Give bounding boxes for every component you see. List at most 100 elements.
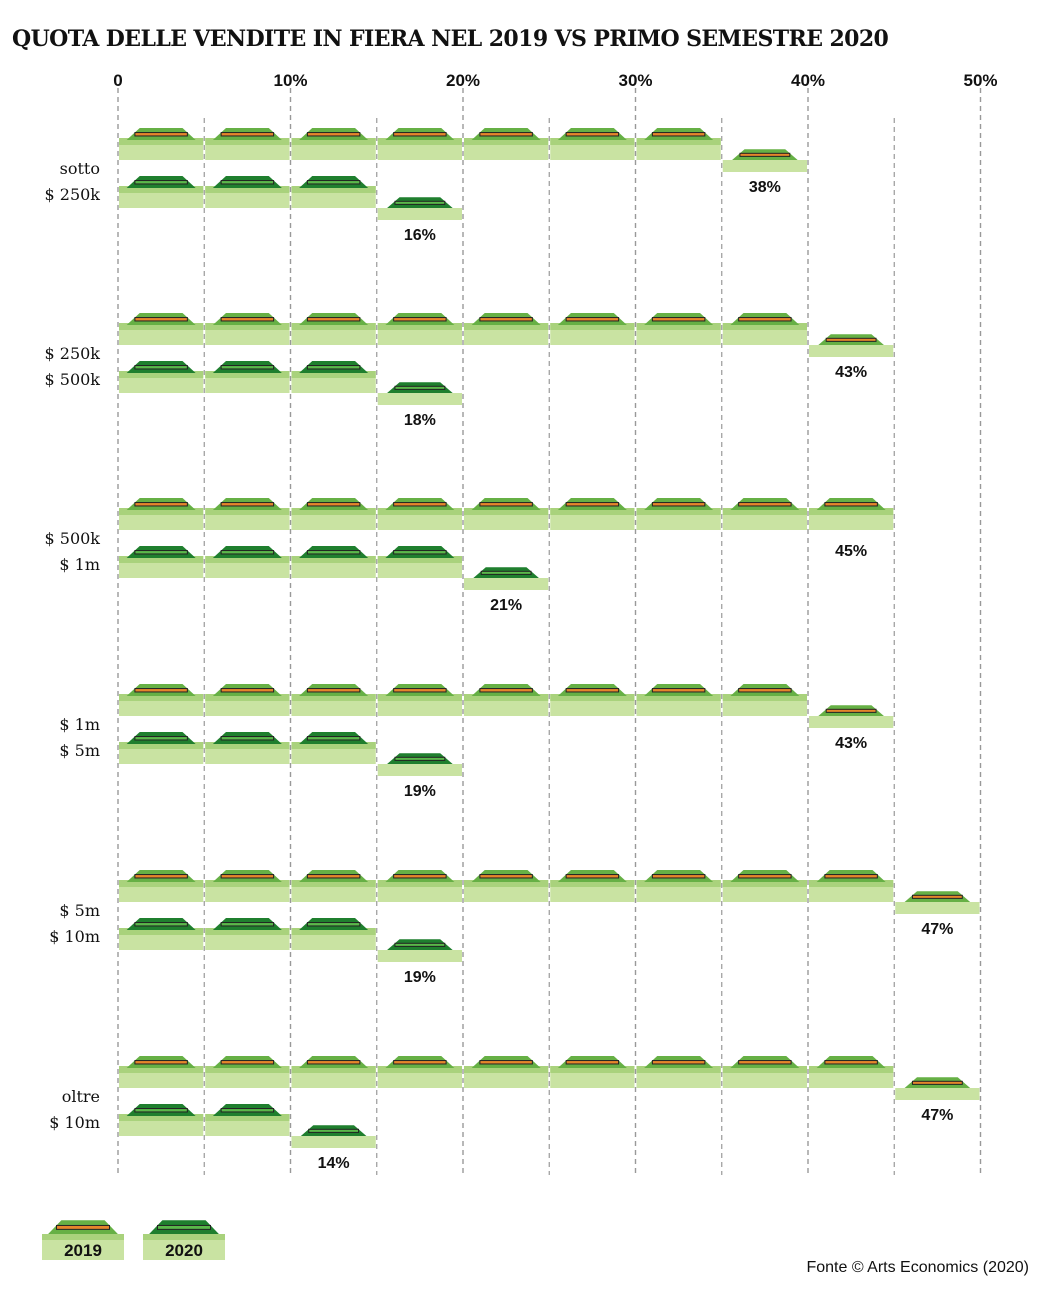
value-label: 18%: [404, 412, 436, 429]
tent-icon: [385, 313, 455, 325]
legend-label: 2020: [165, 1241, 203, 1260]
tent-icon: [300, 1125, 367, 1136]
tent-icon: [126, 918, 196, 930]
bar-2019: [119, 313, 894, 357]
tent-icon: [126, 870, 196, 882]
tent-icon: [904, 891, 971, 902]
tent-icon: [473, 567, 539, 578]
tent-icon: [557, 870, 627, 882]
bar-2020: [119, 1104, 376, 1148]
tent-icon: [126, 546, 196, 558]
bar-2019: [119, 128, 807, 172]
value-label: 16%: [404, 227, 436, 244]
tent-icon: [126, 1104, 196, 1116]
category-label: $ 250k: [45, 185, 101, 204]
tent-icon: [299, 361, 369, 373]
tent-icon: [816, 870, 886, 882]
value-label: 45%: [835, 543, 867, 560]
tent-icon: [212, 684, 282, 696]
x-tick-label: 10%: [273, 71, 307, 90]
tent-icon: [471, 498, 541, 510]
tent-icon: [818, 334, 884, 345]
tent-icon: [212, 128, 282, 140]
bar-2020: [119, 176, 462, 220]
tent-icon: [557, 498, 627, 510]
tent-icon: [212, 176, 282, 188]
tent-icon: [299, 732, 369, 744]
tent-icon: [149, 1220, 219, 1234]
value-label: 21%: [490, 597, 522, 614]
tent-icon: [299, 1056, 369, 1068]
tent-icon: [471, 1056, 541, 1068]
bar-2020: [119, 918, 462, 962]
tent-icon: [644, 498, 714, 510]
category-label: $ 500k: [45, 370, 101, 389]
tent-icon: [557, 684, 627, 696]
tent-icon: [126, 1056, 196, 1068]
x-tick-label: 20%: [446, 71, 480, 90]
bar-2019: [119, 870, 980, 914]
tent-icon: [299, 176, 369, 188]
tent-icon: [48, 1220, 118, 1234]
tent-icon: [385, 870, 455, 882]
tent-icon: [212, 361, 282, 373]
tent-icon: [732, 149, 798, 160]
tent-icon: [126, 498, 196, 510]
tent-icon: [557, 128, 627, 140]
category-label: $ 250k: [45, 344, 101, 363]
bar-2019: [119, 684, 894, 728]
tent-icon: [299, 313, 369, 325]
tent-icon: [299, 546, 369, 558]
bar-2020: [119, 546, 549, 590]
tent-icon: [471, 684, 541, 696]
legend-item-2019: 2019: [42, 1220, 124, 1260]
tent-icon: [126, 176, 196, 188]
tent-icon: [387, 382, 453, 393]
tent-icon: [816, 1056, 886, 1068]
tent-icon: [471, 313, 541, 325]
x-tick-label: 30%: [618, 71, 652, 90]
value-label: 19%: [404, 783, 436, 800]
tent-icon: [385, 128, 455, 140]
tent-icon: [299, 684, 369, 696]
source-note: Fonte © Arts Economics (2020): [806, 1259, 1029, 1276]
category-label: $ 1m: [59, 555, 100, 574]
tent-icon: [644, 128, 714, 140]
tent-icon: [299, 918, 369, 930]
tent-icon: [212, 732, 282, 744]
tent-icon: [126, 128, 196, 140]
tent-icon: [387, 753, 453, 764]
value-label: 38%: [749, 179, 781, 196]
value-label: 19%: [404, 969, 436, 986]
bar-2019: [119, 1056, 980, 1100]
tent-icon: [212, 313, 282, 325]
value-label: 43%: [835, 735, 867, 752]
tent-icon: [385, 1056, 455, 1068]
tent-icon: [385, 546, 455, 558]
category-label: sotto: [60, 159, 100, 178]
tent-icon: [644, 1056, 714, 1068]
tent-icon: [299, 870, 369, 882]
category-label: $ 10m: [49, 927, 100, 946]
tent-icon: [818, 705, 884, 716]
tent-icon: [212, 498, 282, 510]
tent-icon: [387, 197, 453, 208]
tent-icon: [126, 684, 196, 696]
legend-item-2020: 2020: [143, 1220, 225, 1260]
tent-icon: [387, 939, 453, 950]
bar-2019: [119, 498, 894, 530]
bar-2020: [119, 361, 462, 405]
value-label: 43%: [835, 364, 867, 381]
tent-icon: [904, 1077, 971, 1088]
tent-icon: [730, 1056, 800, 1068]
tent-icon: [730, 684, 800, 696]
value-label: 47%: [921, 921, 953, 938]
x-tick-label: 0: [113, 71, 122, 90]
tent-icon: [644, 684, 714, 696]
tent-icon: [644, 313, 714, 325]
tent-icon: [730, 870, 800, 882]
tent-icon: [299, 128, 369, 140]
legend: 2019 2020: [42, 1220, 225, 1260]
tent-icon: [212, 546, 282, 558]
